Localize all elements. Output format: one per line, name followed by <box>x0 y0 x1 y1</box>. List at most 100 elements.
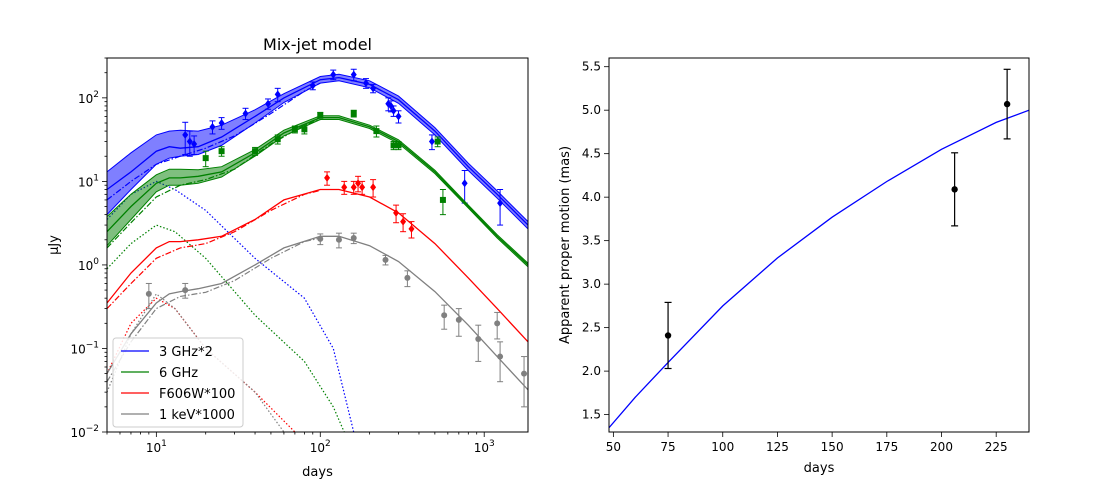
data-point-f606w-100 <box>370 179 377 198</box>
marker-square <box>317 112 324 119</box>
afterglow-component-3-ghz-2 <box>107 82 321 201</box>
data-point-3-ghz-2 <box>390 105 397 117</box>
data-point-3-ghz-2 <box>370 83 377 94</box>
marker-diamond <box>370 183 377 192</box>
marker-diamond <box>390 106 397 115</box>
legend-label: 1 keV*1000 <box>159 408 235 423</box>
data-point-1-kev-1000 <box>404 270 411 288</box>
y-tick-label: 3.0 <box>582 277 601 291</box>
marker-diamond <box>428 137 435 146</box>
y-tick-label: 4.0 <box>582 190 601 204</box>
marker-square <box>439 196 446 203</box>
data-point-3-ghz-2 <box>385 97 392 112</box>
data-point-3-ghz-2 <box>191 135 198 155</box>
early-component-6-ghz <box>107 224 345 432</box>
marker-square <box>395 142 402 149</box>
x-tick-label: 100 <box>711 440 734 454</box>
marker-square <box>350 110 357 117</box>
x-tick-label: 150 <box>821 440 844 454</box>
data-point-6-ghz <box>218 146 225 157</box>
marker-diamond <box>393 208 400 217</box>
marker-circle <box>475 335 482 342</box>
marker-diamond <box>218 119 225 128</box>
marker-diamond <box>324 173 331 182</box>
pm-axes-frame <box>608 57 1030 433</box>
marker-diamond <box>309 81 316 90</box>
pm-plot-area <box>609 68 1029 429</box>
band-6-ghz <box>107 115 528 268</box>
data-point-6-ghz <box>317 111 324 119</box>
proper-motion-panel: 50 75 100 125 150 175 200 225 1.5 2.0 2.5 3.0 3.5 4.0… <box>558 57 1030 476</box>
data-point-3-ghz-2 <box>274 87 281 103</box>
y-tick-label: 2.5 <box>582 321 601 335</box>
data-point-3-ghz-2 <box>428 134 435 151</box>
marker-square <box>390 142 397 149</box>
data-point-3-ghz-2 <box>309 81 316 91</box>
data-point <box>664 301 672 370</box>
data-point-3-ghz-2 <box>218 117 225 130</box>
data-point-3-ghz-2 <box>242 107 249 121</box>
x-tick-label: 50 <box>606 440 621 454</box>
marker-diamond <box>341 183 348 192</box>
marker-diamond <box>191 140 198 149</box>
marker-circle <box>494 320 501 327</box>
data-point-3-ghz-2 <box>330 69 337 81</box>
marker-circle <box>521 370 528 377</box>
marker-square <box>434 138 441 145</box>
y-tick-label: 5.5 <box>582 60 601 74</box>
data-point-1-kev-1000 <box>441 304 448 330</box>
data-point-6-ghz <box>439 188 446 216</box>
marker-circle <box>1003 100 1011 108</box>
data-point-f606w-100 <box>341 180 348 195</box>
data-point-6-ghz <box>291 125 298 134</box>
data-point-1-kev-1000 <box>475 324 482 362</box>
marker-circle <box>317 235 324 242</box>
data-point-6-ghz <box>434 136 441 148</box>
marker-diamond <box>186 137 193 146</box>
marker-diamond <box>242 109 249 118</box>
marker-circle <box>335 236 342 243</box>
data-point-1-kev-1000 <box>182 282 189 299</box>
data-point-3-ghz-2 <box>362 78 369 89</box>
chart-title: Mix-jet model <box>263 35 372 54</box>
marker-circle <box>350 235 357 242</box>
model-line-3-ghz-2 <box>107 76 528 226</box>
model-line <box>609 109 1029 429</box>
y-tick-label: 1.5 <box>582 408 601 422</box>
y-tick-label: 10−1 <box>70 340 99 356</box>
marker-square <box>202 155 209 162</box>
data-point-6-ghz <box>274 134 281 145</box>
marker-circle <box>182 287 189 294</box>
data-point-1-kev-1000 <box>335 232 342 249</box>
marker-diamond <box>350 183 357 192</box>
data-point-f606w-100 <box>324 171 331 186</box>
marker-circle <box>951 186 958 193</box>
marker-diamond <box>359 183 366 192</box>
data-point-1-kev-1000 <box>145 282 152 310</box>
marker-circle <box>497 353 504 360</box>
legend-box <box>112 337 244 428</box>
data-point-6-ghz <box>395 141 402 151</box>
legend: 3 GHz*2 6 GHz F606W*100 1 keV*1000 <box>112 337 244 428</box>
legend-label: F606W*100 <box>159 387 235 402</box>
x-tick-label: 200 <box>930 440 953 454</box>
x-tick-label: 101 <box>146 439 167 455</box>
legend-label: 3 GHz*2 <box>159 345 213 360</box>
data-point-1-kev-1000 <box>494 311 501 340</box>
y-tick-label: 10−2 <box>70 424 99 440</box>
data-point <box>951 152 959 227</box>
marker-diamond <box>265 99 272 108</box>
y-tick-label: 102 <box>78 90 99 106</box>
marker-diamond <box>209 122 216 131</box>
y-axis-label: Apparent proper motion (mas) <box>558 146 573 344</box>
data-point-f606w-100 <box>408 221 415 239</box>
marker-square <box>274 136 281 143</box>
y-tick-label: 101 <box>78 173 99 189</box>
marker-diamond <box>182 130 189 139</box>
marker-circle <box>441 312 448 319</box>
marker-circle <box>145 290 152 297</box>
x-tick-label: 125 <box>766 440 789 454</box>
x-tick-label: 102 <box>310 439 331 455</box>
data-point-6-ghz <box>301 124 308 135</box>
